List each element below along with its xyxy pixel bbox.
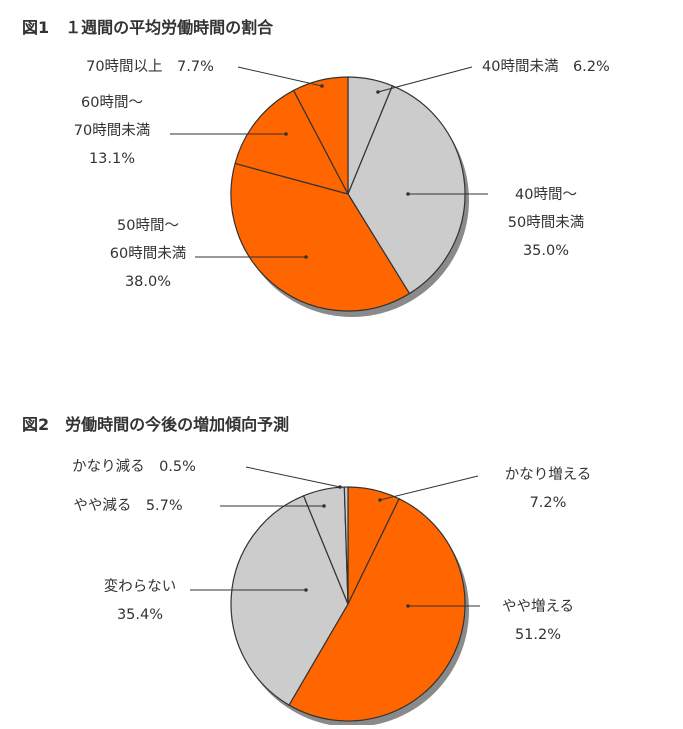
pie-2-leader-dot-1: [378, 498, 382, 502]
pie-1-slice-2: [347, 85, 466, 295]
pie-1-leader-dot-4: [284, 132, 288, 136]
pie-2-label-4: やや減る 5.7%: [73, 497, 182, 514]
pie-chart-1: 40時間未満 6.2% 40時間～ 50時間未満 35.0% 50時間～ 60時間未満 38…: [74, 58, 610, 317]
pie-2-leader-dot-3: [304, 588, 308, 592]
pie-2-leader-1: [379, 475, 479, 501]
pie-chart-2: かなり増える 7.2% やや増える 51.2% 変わらない 35.4% やや減る 5.7% か…: [72, 458, 592, 727]
chart1-title: 図1 １週間の平均労働時間の割合: [22, 18, 274, 37]
pie-1-label-3: 50時間～ 60時間未満 38.0%: [110, 217, 186, 290]
pie-2-leader-dot-5: [338, 485, 342, 489]
pie-1-label-1: 40時間未満 6.2%: [482, 58, 610, 75]
pie-2-label-5: かなり減る 0.5%: [72, 458, 196, 475]
pie-2-leader-dot-4: [322, 504, 326, 508]
pie-2-label-2: やや増える 51.2%: [502, 598, 574, 643]
pie-1-label-4: 60時間～ 70時間未満 13.1%: [74, 94, 150, 167]
pie-1-leader-5: [237, 66, 323, 87]
pie-1-leader-dot-3: [304, 255, 308, 259]
pie-2-leader-dot-2: [406, 604, 410, 608]
pie-2-slice-3: [230, 495, 349, 706]
pie-2-label-1: かなり増える 7.2%: [505, 466, 592, 511]
pie-2-slice-2: [288, 498, 466, 722]
pie-1-leader-dot-2: [406, 192, 410, 196]
pie-2-label-3: 変わらない 35.4%: [104, 578, 177, 623]
pie-1-label-2: 40時間～ 50時間未満 35.0%: [508, 186, 584, 259]
pie-1-leader-dot-5: [320, 84, 324, 88]
chart2-title: 図2 労働時間の今後の増加傾向予測: [22, 415, 289, 434]
pie-1-leader-dot-1: [376, 90, 380, 94]
pie-1-leader-1: [377, 66, 473, 93]
pie-1-slice-5: [292, 76, 349, 195]
pie-2-leader-5: [245, 466, 341, 488]
pie-1-slice-3: [230, 162, 411, 312]
pie-2-slice-5: [343, 486, 349, 605]
pie-1-slice-4: [234, 89, 349, 195]
pie-1-label-5: 70時間以上 7.7%: [86, 58, 214, 75]
